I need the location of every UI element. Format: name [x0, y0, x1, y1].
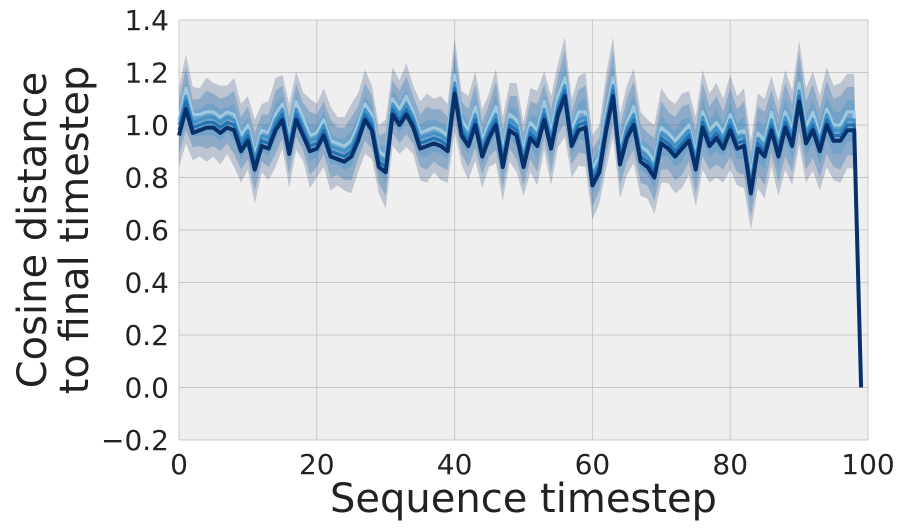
y-tick-label: 0.2	[124, 319, 169, 352]
y-tick-label: 0.8	[124, 162, 169, 195]
y-tick-label: 1.4	[124, 4, 169, 37]
x-axis-label: Sequence timestep	[330, 476, 717, 522]
x-tick-label: 20	[299, 448, 335, 481]
y-tick-label: −0.2	[101, 424, 169, 457]
y-tick-label: 0.0	[124, 372, 169, 405]
x-tick-label: 80	[712, 448, 748, 481]
y-axis-label-line-1: Cosine distance	[10, 72, 56, 389]
y-tick-label: 1.2	[124, 57, 169, 90]
y-tick-label: 0.6	[124, 214, 169, 247]
y-tick-label: 0.4	[124, 267, 169, 300]
series-lines	[177, 73, 864, 388]
x-tick-labels: 0 20 40 60 80 100	[170, 448, 895, 481]
x-tick-label: 0	[170, 448, 188, 481]
x-tick-label: 100	[841, 448, 894, 481]
y-tick-labels: −0.2 0.0 0.2 0.4 0.6 0.8 1.0 1.2 1.4	[101, 4, 169, 457]
x-tick-label: 60	[575, 448, 611, 481]
y-axis-label-line-2: to final timestep	[52, 66, 98, 395]
confidence-band-0	[179, 37, 862, 388]
series-line-3	[177, 91, 864, 388]
y-tick-label: 1.0	[124, 109, 169, 142]
x-tick-label: 40	[437, 448, 473, 481]
